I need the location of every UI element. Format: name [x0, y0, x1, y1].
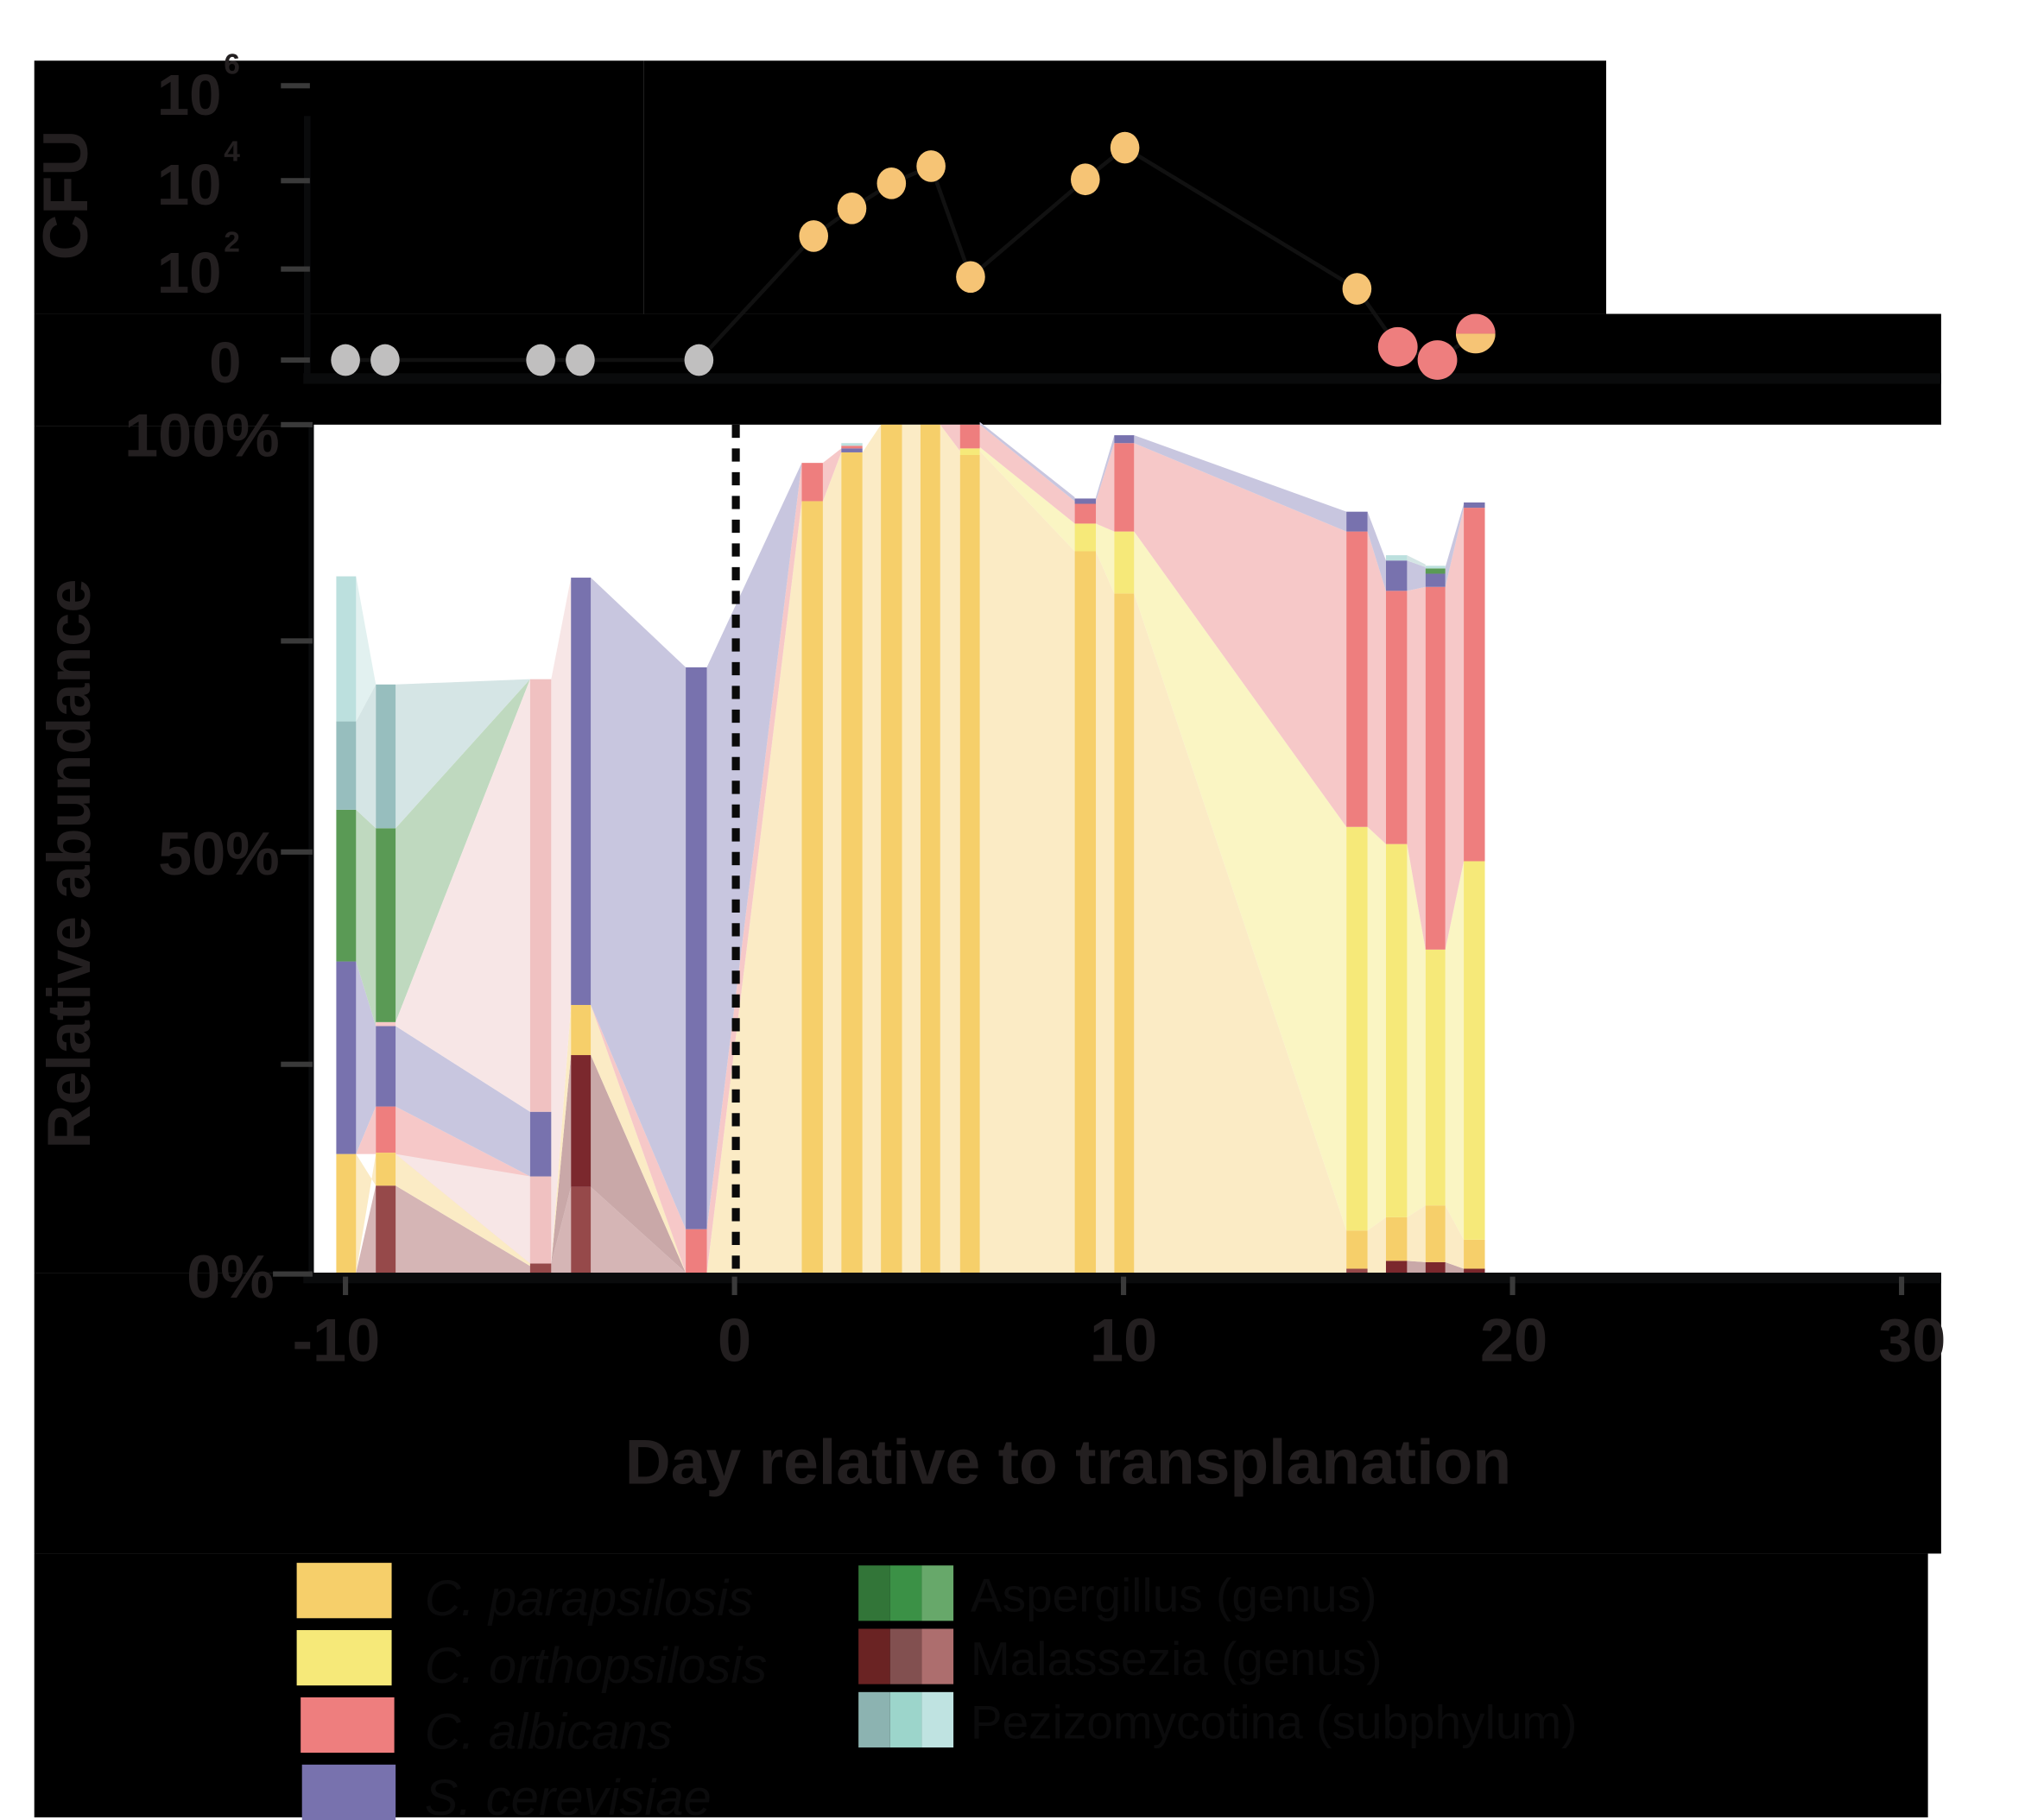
svg-text:100%: 100% [124, 401, 280, 470]
abundance-tick-labels: 0% 50% 100% [124, 401, 280, 1311]
ribbons [356, 421, 1465, 1273]
svg-text:6: 6 [224, 49, 240, 81]
svg-text:0: 0 [209, 331, 241, 395]
legend-item-c-albicans: C. albicans [301, 1697, 673, 1760]
svg-text:C. parapsilosis: C. parapsilosis [425, 1570, 753, 1627]
svg-text:-10: -10 [293, 1305, 381, 1374]
svg-text:0: 0 [718, 1305, 751, 1374]
svg-text:S. cerevisiae: S. cerevisiae [425, 1770, 712, 1820]
cfu-axis-label: CFU [30, 130, 101, 261]
svg-text:10: 10 [1090, 1305, 1157, 1374]
svg-text:50%: 50% [158, 819, 280, 888]
bars [336, 424, 1485, 1273]
svg-text:0%: 0% [187, 1242, 275, 1311]
legend: C. parapsilosis C. orthopsilosis C. albi… [296, 1563, 1578, 1820]
cfu-points [331, 131, 1496, 380]
cfu-tick-labels: 0 10 2 10 4 10 6 [157, 49, 242, 395]
svg-text:2: 2 [224, 227, 240, 259]
x-tick-labels: -10 0 10 20 30 [293, 1305, 1946, 1374]
background-blocks [34, 60, 1941, 1817]
legend-item-pezizomycotina: Pezizomycotina (subphylum) [858, 1691, 1578, 1748]
svg-text:4: 4 [224, 136, 240, 167]
cfu-panel: CFU 0 10 2 10 4 10 6 [30, 49, 1941, 395]
legend-item-aspergillus: Aspergillus (genus) [858, 1565, 1376, 1622]
svg-text:30: 30 [1878, 1305, 1946, 1374]
abundance-panel: Relative abundance 0% 50% 100% -10 0 10 … [35, 401, 1946, 1498]
legend-item-malassezia: Malassezia (genus) [858, 1628, 1383, 1685]
svg-text:20: 20 [1480, 1305, 1547, 1374]
abundance-axis-label: Relative abundance [35, 579, 103, 1149]
x-axis-label: Day relative to transplanation [625, 1426, 1511, 1497]
svg-text:C. albicans: C. albicans [425, 1704, 673, 1760]
svg-text:Malassezia (genus): Malassezia (genus) [971, 1632, 1383, 1685]
svg-text:10: 10 [157, 153, 222, 218]
legend-item-c-parapsilosis: C. parapsilosis [296, 1563, 753, 1627]
svg-text:10: 10 [157, 241, 222, 306]
svg-text:10: 10 [157, 63, 222, 128]
svg-text:Pezizomycotina (subphylum): Pezizomycotina (subphylum) [971, 1695, 1578, 1748]
legend-item-s-cerevisiae: S. cerevisiae [301, 1764, 712, 1820]
cfu-line [345, 145, 1478, 363]
legend-item-c-orthopsilosis: C. orthopsilosis [296, 1630, 768, 1694]
svg-text:Aspergillus (genus): Aspergillus (genus) [971, 1569, 1376, 1622]
svg-text:C. orthopsilosis: C. orthopsilosis [425, 1638, 768, 1694]
